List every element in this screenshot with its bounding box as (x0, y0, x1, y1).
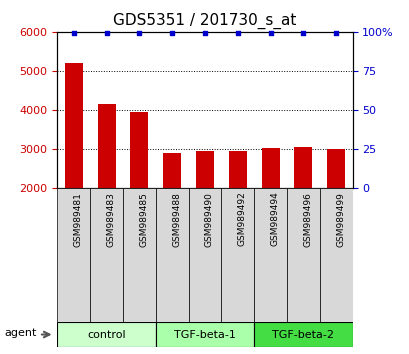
Bar (221, 188, 254, 322)
Bar (90, 188, 123, 322)
Point (136, 30, 142, 36)
Bar (286, 188, 319, 322)
Text: GSM989494: GSM989494 (270, 192, 279, 246)
Bar (163, 153, 181, 188)
Bar (319, 188, 352, 322)
Bar (261, 148, 279, 188)
Bar (196, 151, 213, 188)
Text: control: control (87, 330, 126, 339)
Point (70, 30, 77, 36)
Point (267, 30, 273, 36)
Bar (97, 104, 115, 188)
Bar (57, 322, 155, 347)
Point (103, 30, 110, 36)
Bar (188, 188, 221, 322)
Text: GSM989496: GSM989496 (303, 192, 312, 246)
Bar (155, 188, 188, 322)
Bar (57, 188, 90, 322)
Bar (254, 322, 352, 347)
Point (201, 30, 208, 36)
Text: TGF-beta-1: TGF-beta-1 (174, 330, 235, 339)
Text: GSM989481: GSM989481 (74, 192, 83, 246)
Text: GSM989499: GSM989499 (335, 192, 344, 246)
Point (234, 30, 240, 36)
Bar (254, 188, 286, 322)
Text: agent: agent (4, 328, 37, 338)
Text: TGF-beta-2: TGF-beta-2 (272, 330, 334, 339)
Point (332, 30, 339, 36)
Text: GSM989492: GSM989492 (237, 192, 246, 246)
Bar (294, 147, 312, 188)
Bar (123, 188, 155, 322)
Text: GSM989485: GSM989485 (139, 192, 148, 246)
Point (169, 30, 175, 36)
Point (299, 30, 306, 36)
Bar (228, 151, 246, 188)
Bar (326, 149, 344, 188)
Text: GDS5351 / 201730_s_at: GDS5351 / 201730_s_at (113, 12, 296, 29)
Text: GSM989483: GSM989483 (106, 192, 115, 246)
Bar (155, 322, 254, 347)
Bar (65, 63, 83, 188)
Text: GSM989490: GSM989490 (204, 192, 213, 246)
Text: GSM989488: GSM989488 (172, 192, 181, 246)
Bar (130, 112, 148, 188)
